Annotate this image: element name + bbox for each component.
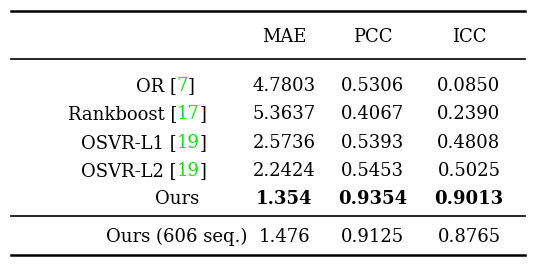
Text: ]: ] xyxy=(199,162,206,180)
Text: Ours: Ours xyxy=(155,191,199,209)
Text: OR [: OR [ xyxy=(136,77,177,95)
Text: 0.0850: 0.0850 xyxy=(437,77,501,95)
Text: ]: ] xyxy=(199,134,206,152)
Text: ]: ] xyxy=(188,77,195,95)
Text: 2.2424: 2.2424 xyxy=(252,162,316,180)
Text: ICC: ICC xyxy=(452,28,486,46)
Text: 1.476: 1.476 xyxy=(258,228,310,246)
Text: 0.8765: 0.8765 xyxy=(437,228,501,246)
Text: 19: 19 xyxy=(177,162,200,180)
Text: ]: ] xyxy=(199,105,206,123)
Text: 1.354: 1.354 xyxy=(256,191,312,209)
Text: OSVR-L1 [: OSVR-L1 [ xyxy=(81,134,177,152)
Text: 5.3637: 5.3637 xyxy=(252,105,316,123)
Text: 0.4808: 0.4808 xyxy=(437,134,501,152)
Text: 0.5025: 0.5025 xyxy=(437,162,501,180)
Text: 17: 17 xyxy=(177,105,200,123)
Text: 4.7803: 4.7803 xyxy=(252,77,316,95)
Text: Rankboost [: Rankboost [ xyxy=(68,105,177,123)
Text: OSVR-L2 [: OSVR-L2 [ xyxy=(81,162,177,180)
Text: 0.9125: 0.9125 xyxy=(341,228,404,246)
Text: 0.2390: 0.2390 xyxy=(437,105,501,123)
Text: 2.5736: 2.5736 xyxy=(252,134,316,152)
Text: 0.9354: 0.9354 xyxy=(338,191,407,209)
Text: 0.4067: 0.4067 xyxy=(341,105,404,123)
Text: MAE: MAE xyxy=(262,28,307,46)
Text: 0.5393: 0.5393 xyxy=(341,134,404,152)
Text: Ours (606 seq.): Ours (606 seq.) xyxy=(106,228,248,246)
Text: 0.9013: 0.9013 xyxy=(435,191,503,209)
Text: PCC: PCC xyxy=(353,28,392,46)
Text: 19: 19 xyxy=(177,134,200,152)
Text: 0.5453: 0.5453 xyxy=(341,162,404,180)
Text: 7: 7 xyxy=(177,77,188,95)
Text: 0.5306: 0.5306 xyxy=(341,77,404,95)
